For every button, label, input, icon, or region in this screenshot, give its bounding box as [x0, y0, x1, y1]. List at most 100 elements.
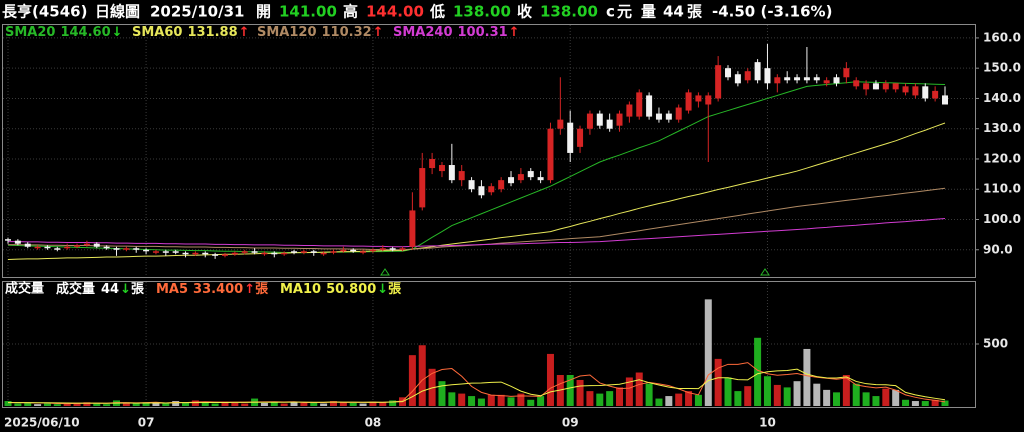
candle-body — [123, 248, 130, 250]
volume-bar — [487, 394, 495, 406]
volume-bar — [921, 401, 929, 406]
legend-name: SMA60 — [132, 25, 182, 40]
line — [8, 368, 946, 404]
candle-body — [261, 252, 268, 255]
candle-body — [54, 248, 61, 250]
legend-unit: 張 — [255, 282, 269, 297]
candle-body — [567, 122, 574, 153]
candle-body — [488, 186, 495, 193]
legend-value: 33.400 — [193, 282, 243, 297]
candle-body — [685, 92, 692, 111]
volume-bar — [566, 375, 574, 406]
candle-body — [922, 86, 929, 99]
volume-value: 44 — [663, 3, 684, 21]
candle-body — [103, 246, 110, 249]
legend-value: 110.32 — [322, 25, 372, 40]
volume-bar — [53, 404, 61, 406]
volume-bar — [349, 402, 357, 406]
quote-label: 開 — [256, 3, 271, 21]
candle-body — [438, 165, 445, 172]
candle-body — [655, 113, 662, 120]
candle-body — [162, 251, 169, 253]
volume-bar — [694, 394, 702, 406]
x-tick-label: 08 — [365, 416, 382, 430]
volume-bar — [142, 402, 150, 406]
candle-body — [764, 68, 771, 84]
volume-bar — [823, 389, 831, 406]
legend-name: MA10 — [280, 282, 321, 297]
candle-body — [537, 177, 544, 181]
volume-bar — [497, 394, 505, 406]
legend-trend: ↑ — [373, 25, 384, 40]
volume-bar — [616, 387, 624, 406]
candle-body — [113, 248, 120, 250]
candle-body — [833, 77, 840, 84]
volume-bar — [300, 402, 308, 406]
price-panel-frame — [2, 24, 976, 278]
legend-entry: SMA120 110.32↑ — [257, 25, 384, 40]
candle-body — [330, 251, 337, 253]
legend-entry: SMA60 131.88↑ — [132, 25, 250, 40]
candle-body — [872, 83, 879, 90]
volume-unit: 張 — [687, 3, 703, 21]
candle-body — [725, 68, 732, 78]
volume-bar — [310, 402, 318, 406]
candle-body — [596, 113, 603, 126]
volume-bar — [329, 401, 337, 406]
volume-bar — [448, 392, 456, 406]
volume-bar — [260, 402, 268, 406]
volume-bar — [734, 391, 742, 406]
panel-title: 成交量 — [5, 281, 44, 297]
volume-bar — [546, 353, 554, 406]
volume-bar — [389, 400, 397, 406]
legend-name: SMA20 — [5, 25, 55, 40]
x-tick-label: 10 — [759, 416, 776, 430]
candle-body — [882, 83, 889, 90]
candle-body — [557, 119, 564, 129]
candle-body — [586, 113, 593, 129]
candle-body — [912, 86, 919, 96]
volume-bar — [438, 381, 446, 406]
candle-body — [744, 71, 751, 81]
period: 日線圖 — [95, 3, 140, 21]
volume-bar — [507, 397, 515, 406]
volume-bar — [655, 398, 663, 406]
candle-body — [281, 252, 288, 255]
volume-bar — [182, 402, 190, 406]
volume-bar — [625, 377, 633, 406]
volume-bar — [14, 403, 22, 406]
legend-value: 131.88 — [187, 25, 237, 40]
volume-bar — [458, 393, 466, 406]
candle-body — [241, 251, 248, 253]
volume-bar — [83, 402, 91, 406]
candle-body — [350, 249, 357, 252]
candle-body — [360, 251, 367, 253]
line — [8, 218, 946, 248]
volume-bar — [833, 392, 841, 406]
candle-body — [754, 62, 761, 81]
candle-body — [863, 83, 870, 90]
candle-body — [468, 180, 475, 190]
quote-value: 144.00 — [366, 3, 424, 21]
volume-bar — [902, 399, 910, 406]
volume-bar — [596, 393, 604, 406]
y-tick-label: 90.0 — [983, 242, 1013, 256]
volume-bar — [675, 393, 683, 406]
candle-body — [715, 65, 722, 99]
candle-body — [527, 171, 534, 178]
volume-bar — [793, 381, 801, 406]
volume-bar — [43, 403, 51, 406]
volume-bar — [813, 383, 821, 406]
candle-body — [320, 252, 327, 255]
x-tick-label: 07 — [138, 416, 155, 430]
unit-mark: c — [606, 3, 615, 21]
volume-bar — [754, 337, 762, 406]
candle-body — [44, 246, 51, 249]
legend-name: 成交量 — [56, 281, 95, 297]
quote-label: 高 — [343, 3, 358, 21]
volume-bar — [290, 401, 298, 406]
line — [7, 81, 946, 254]
candle-body — [192, 252, 199, 255]
